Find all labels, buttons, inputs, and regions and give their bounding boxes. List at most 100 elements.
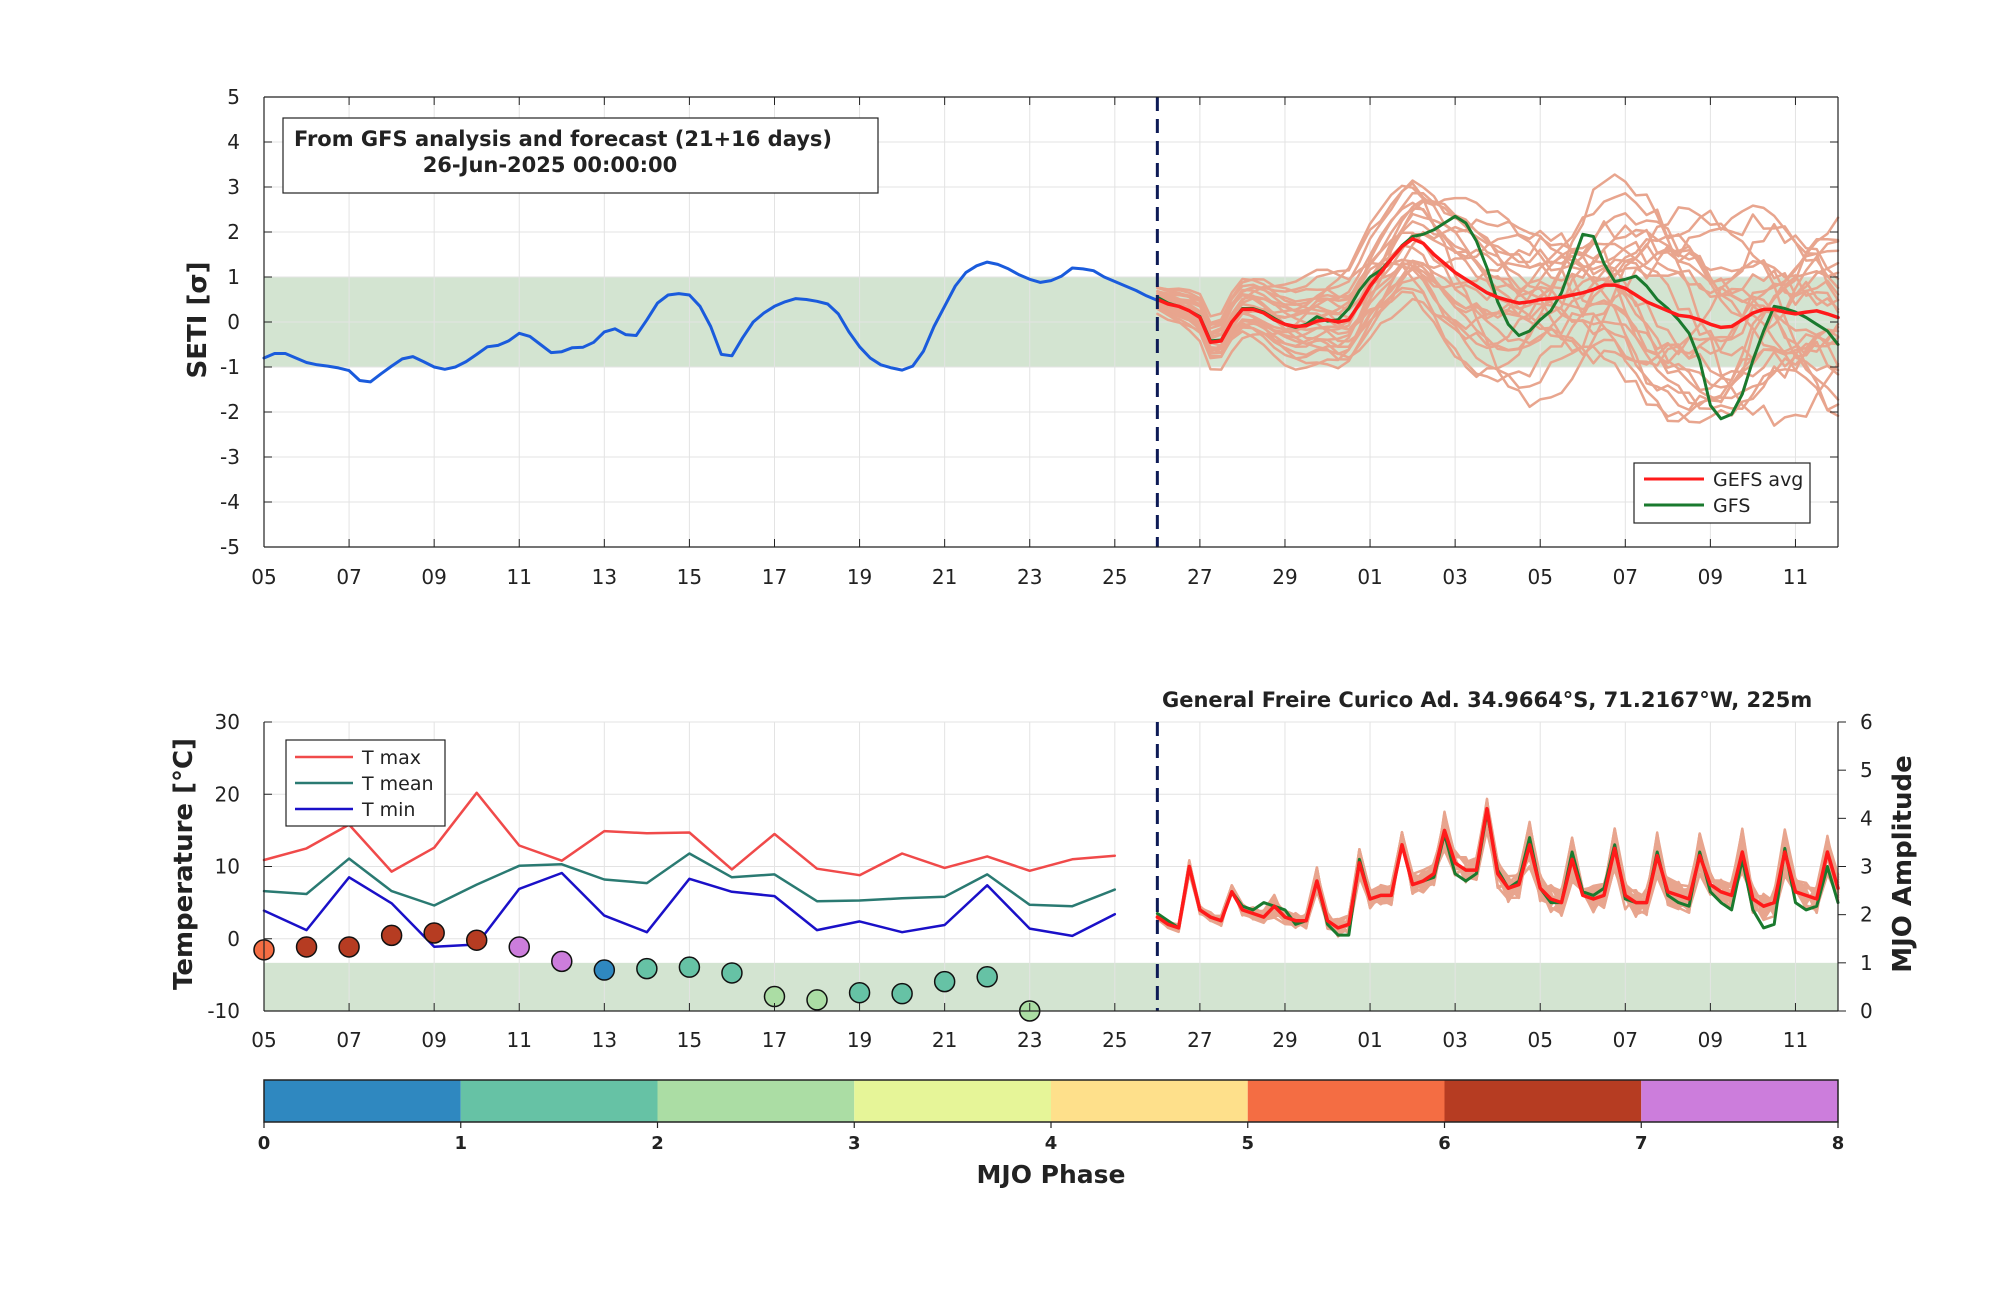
seti-ytick-label: -5 bbox=[220, 535, 240, 559]
mjo-phase-marker bbox=[380, 924, 403, 947]
seti-info-line-1: From GFS analysis and forecast (21+16 da… bbox=[294, 127, 832, 151]
colorbar-cells bbox=[264, 1080, 1838, 1122]
seti-legend-gfs-label: GFS bbox=[1713, 495, 1750, 517]
seti-ensemble-line bbox=[1156, 179, 1840, 411]
mjo-low-amplitude-band bbox=[264, 962, 1838, 1011]
seti-ytick-label: -1 bbox=[220, 355, 240, 379]
temperature-gefs-avg-line bbox=[1155, 806, 1840, 930]
colorbar-tick-label: 2 bbox=[651, 1133, 664, 1154]
colorbar-cell-phase-7 bbox=[1444, 1080, 1642, 1122]
mjo-amplitude-axis-label: MJO Amplitude bbox=[1888, 755, 1918, 973]
mjo-phase-marker bbox=[551, 950, 573, 973]
mjo-ytick-label: 6 bbox=[1860, 710, 1873, 734]
seti-xtick-label: 27 bbox=[1187, 565, 1212, 589]
seti-analysis-line bbox=[262, 260, 1159, 384]
temperature-xtick-label: 23 bbox=[1017, 1028, 1042, 1052]
temperature-ytick-label: 10 bbox=[215, 855, 240, 879]
seti-xtick-label: 11 bbox=[1783, 565, 1808, 589]
colorbar-tick-label: 6 bbox=[1438, 1133, 1451, 1154]
seti-series-lines bbox=[262, 214, 1840, 421]
colorbar-tick-label: 7 bbox=[1635, 1133, 1648, 1154]
temperature-ytick-label: 0 bbox=[227, 927, 240, 951]
mjo-ytick-label: 0 bbox=[1860, 999, 1873, 1023]
seti-ensemble-line bbox=[1156, 242, 1840, 361]
mjo-band-rect bbox=[264, 962, 1838, 1011]
seti-ytick-label: 4 bbox=[227, 130, 240, 154]
temperature-xtick-label: 01 bbox=[1357, 1028, 1382, 1052]
colorbar-cell-phase-2 bbox=[460, 1080, 658, 1122]
seti-ensemble-line bbox=[1156, 236, 1840, 392]
seti-ensemble-line bbox=[1156, 207, 1840, 360]
temperature-xtick-label: 25 bbox=[1102, 1028, 1127, 1052]
mjo-phase-marker bbox=[295, 936, 318, 958]
mjo-phase-marker bbox=[806, 989, 828, 1011]
temperature-xtick-label: 07 bbox=[1613, 1028, 1638, 1052]
mjo-phase-marker bbox=[593, 959, 616, 981]
mjo-phase-marker bbox=[636, 957, 658, 980]
temperature-series-lines bbox=[262, 791, 1840, 948]
temperature-axes bbox=[263, 721, 1846, 1012]
seti-ensemble-line bbox=[1156, 228, 1840, 376]
temperature-panel-title: General Freire Curico Ad. 34.9664°S, 71.… bbox=[1162, 688, 1812, 712]
colorbar-tick-label: 4 bbox=[1045, 1133, 1058, 1154]
seti-legend-frame bbox=[1633, 462, 1811, 524]
mjo-phase-marker bbox=[465, 929, 488, 951]
temperature-xtick-label: 11 bbox=[507, 1028, 532, 1052]
seti-ytick-label: -4 bbox=[220, 490, 240, 514]
colorbar-cell-phase-4 bbox=[854, 1080, 1051, 1122]
mjo-phase-marker bbox=[721, 962, 743, 984]
mjo-phase-marker bbox=[933, 970, 956, 993]
colorbar-ticks: 0 1 2 3 4 5 6 7 8 bbox=[258, 1122, 1845, 1154]
temperature-xtick-label: 15 bbox=[677, 1028, 702, 1052]
seti-xtick-label: 29 bbox=[1272, 565, 1297, 589]
seti-ensemble-members bbox=[1156, 173, 1840, 427]
seti-legend-gefs-label: GEFS avg bbox=[1713, 469, 1803, 491]
mjo-phase-points bbox=[253, 922, 1041, 1022]
seti-ytick-label: -3 bbox=[220, 445, 240, 469]
temperature-xtick-label: 07 bbox=[336, 1028, 361, 1052]
seti-ytick-label: -2 bbox=[220, 400, 240, 424]
mjo-ytick-label: 3 bbox=[1860, 855, 1873, 879]
mjo-phase-marker bbox=[891, 982, 913, 1005]
legend-tmean-label: T mean bbox=[361, 773, 434, 795]
mjo-ytick-label: 4 bbox=[1860, 806, 1873, 830]
seti-xtick-label: 07 bbox=[1613, 565, 1638, 589]
seti-ytick-label: 0 bbox=[227, 310, 240, 334]
seti-ytick-label: 2 bbox=[227, 220, 240, 244]
temperature-xtick-label: 05 bbox=[1527, 1028, 1552, 1052]
seti-xtick-label: 11 bbox=[507, 565, 532, 589]
seti-xtick-label: 19 bbox=[847, 565, 872, 589]
colorbar-cell-phase-5 bbox=[1051, 1080, 1248, 1122]
seti-xtick-label: 05 bbox=[1527, 565, 1552, 589]
temperature-xtick-label: 09 bbox=[1698, 1028, 1723, 1052]
temperature-xtick-label: 09 bbox=[421, 1028, 446, 1052]
colorbar-tick-label: 8 bbox=[1832, 1133, 1845, 1154]
legend-tmax-label: T max bbox=[361, 747, 421, 769]
colorbar-cell-phase-1 bbox=[264, 1080, 461, 1122]
colorbar-cell-phase-3 bbox=[657, 1080, 855, 1122]
tmax-line bbox=[262, 791, 1117, 877]
temperature-xtick-label: 21 bbox=[932, 1028, 957, 1052]
seti-xtick-label: 21 bbox=[932, 565, 957, 589]
seti-xtick-label: 03 bbox=[1442, 565, 1467, 589]
seti-xtick-label: 23 bbox=[1017, 565, 1042, 589]
temperature-ytick-label: 20 bbox=[215, 782, 240, 806]
seti-xtick-label: 05 bbox=[251, 565, 276, 589]
mjo-phase-marker bbox=[423, 922, 445, 944]
seti-y-axis-label: SETI [σ] bbox=[183, 262, 213, 379]
temperature-legend: T max T mean T min bbox=[285, 739, 446, 827]
seti-xtick-label: 13 bbox=[592, 565, 617, 589]
seti-info-line-2: 26-Jun-2025 00:00:00 bbox=[423, 153, 678, 177]
mjo-phase-marker bbox=[976, 966, 998, 988]
colorbar-tick-label: 1 bbox=[454, 1133, 467, 1154]
colorbar-tick-label: 5 bbox=[1241, 1133, 1254, 1154]
colorbar-label: MJO Phase bbox=[977, 1160, 1126, 1189]
temperature-xtick-label: 17 bbox=[762, 1028, 787, 1052]
seti-xtick-label: 25 bbox=[1102, 565, 1127, 589]
mjo-phase-marker bbox=[338, 936, 360, 958]
